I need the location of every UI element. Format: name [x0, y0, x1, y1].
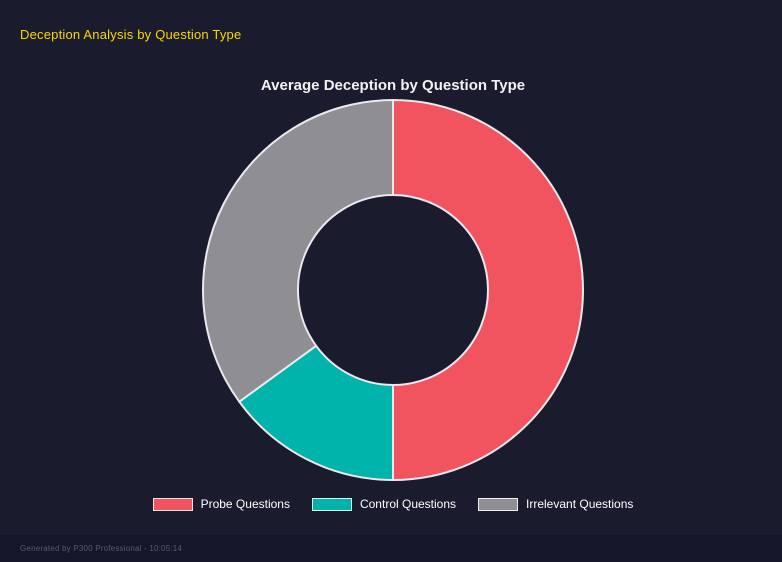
legend-swatch-irrelevant-questions [478, 497, 519, 511]
segment-probe-questions[interactable] [392, 98, 584, 482]
segment-irrelevant-questions[interactable] [202, 98, 394, 404]
legend-item-irrelevant-questions[interactable]: Irrelevant Questions [478, 497, 633, 511]
legend-item-probe-questions[interactable]: Probe Questions [152, 497, 290, 511]
footer-text: Generated by P300 Professional - 10:05:1… [20, 544, 183, 553]
chart-legend: Probe Questions Control Questions Irreleva… [0, 497, 782, 511]
legend-item-control-questions[interactable]: Control Questions [311, 497, 457, 511]
page-title: Deception Analysis by Question Type [20, 27, 242, 42]
legend-swatch-probe-questions [152, 497, 193, 511]
legend-label: Probe Questions [200, 497, 290, 511]
footer-bar: Generated by P300 Professional - 10:05:1… [0, 535, 782, 562]
chart-title: Average Deception by Question Type [260, 77, 526, 94]
legend-label: Irrelevant Questions [526, 497, 634, 511]
legend-swatch-control-questions [311, 497, 352, 511]
legend-label: Control Questions [359, 497, 457, 511]
